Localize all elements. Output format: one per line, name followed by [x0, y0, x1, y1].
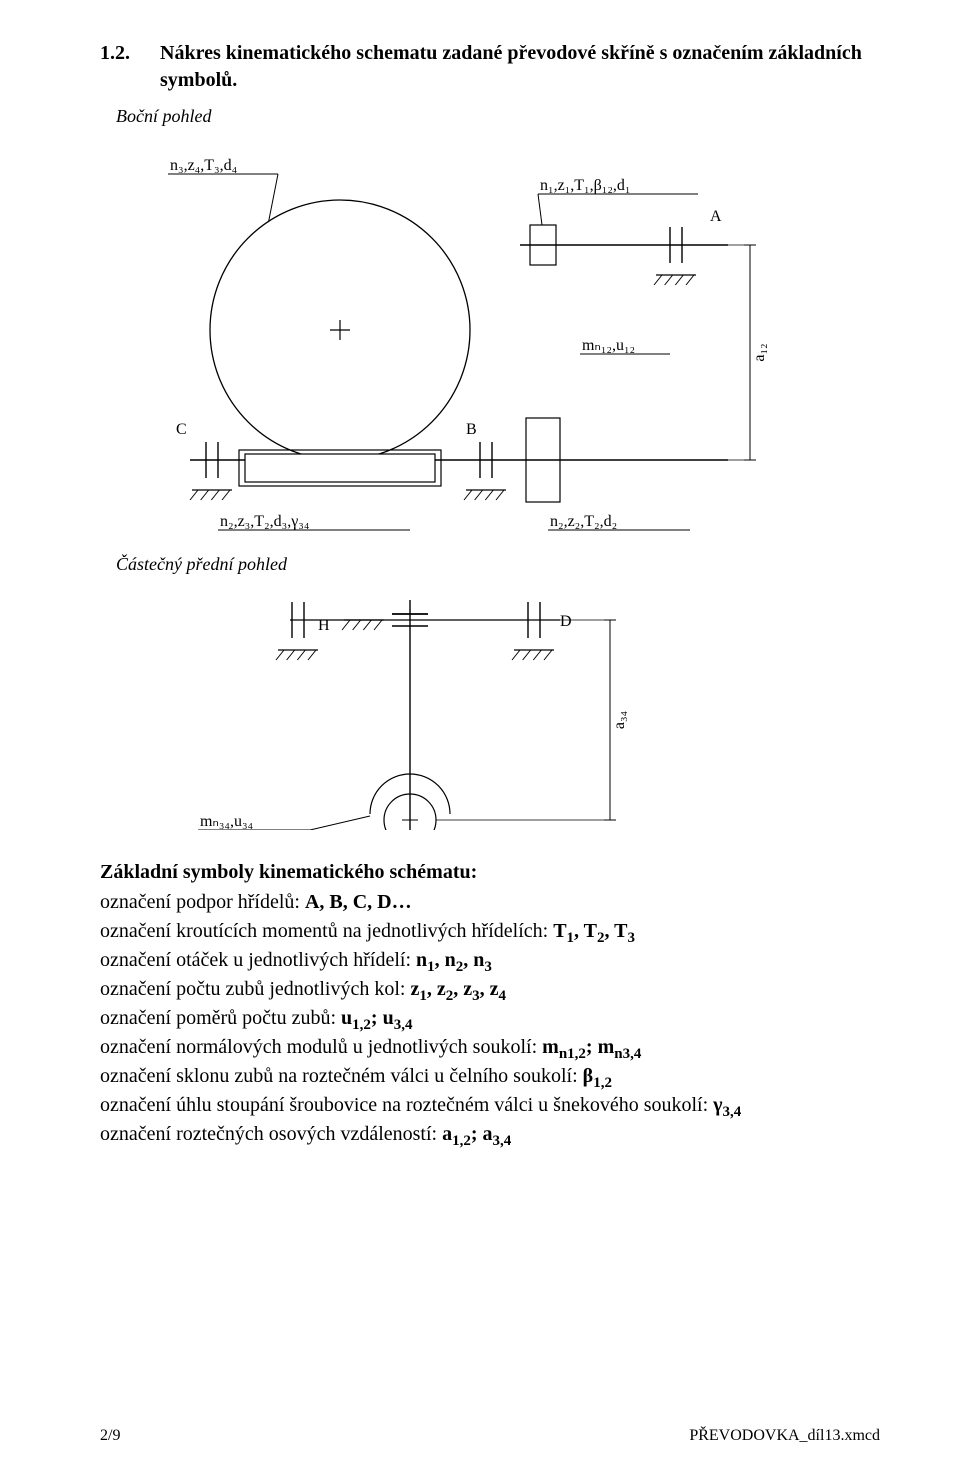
svg-text:a₃₄: a₃₄ [611, 710, 628, 729]
svg-text:n₂,z₃,T₂,d₃,γ₃₄: n₂,z₃,T₂,d₃,γ₃₄ [220, 513, 310, 530]
footer-page: 2/9 [100, 1427, 120, 1445]
symbols-line: označení poměrů počtu zubů: u1,2; u3,4 [100, 1004, 880, 1033]
symbols-line: označení roztečných osových vzdáleností:… [100, 1120, 880, 1149]
symbols-line: označení počtu zubů jednotlivých kol: z1… [100, 975, 880, 1004]
svg-text:mₙ₃₄,u₃₄: mₙ₃₄,u₃₄ [200, 813, 254, 830]
symbols-line: označení podpor hřídelů: A, B, C, D… [100, 888, 880, 917]
symbols-line: označení kroutících momentů na jednotliv… [100, 917, 880, 946]
heading-text: Nákres kinematického schematu zadané pře… [160, 40, 880, 94]
svg-text:mₙ₁₂,u₁₂: mₙ₁₂,u₁₂ [582, 337, 635, 354]
svg-text:Boční pohled: Boční pohled [116, 106, 212, 126]
svg-text:n₁,z₁,T₁,β₁₂,d₁: n₁,z₁,T₁,β₁₂,d₁ [540, 177, 630, 194]
heading-number: 1.2. [100, 40, 160, 67]
symbols-line: označení normálových modulů u jednotlivý… [100, 1033, 880, 1062]
svg-text:A: A [710, 208, 722, 225]
svg-text:D: D [560, 613, 572, 630]
kinematic-diagram: Boční pohled n₃,z₄,T₃,d₄ An₁,z₁,T₁,β₁₂,d₁ B… [110, 100, 880, 835]
section-heading: 1.2. Nákres kinematického schematu zadan… [100, 40, 880, 94]
svg-text:Částečný přední pohled: Částečný přední pohled [116, 553, 288, 574]
svg-text:C: C [176, 421, 187, 438]
svg-text:n₂,z₂,T₂,d₂: n₂,z₂,T₂,d₂ [550, 513, 617, 530]
svg-text:n₃,z₄,T₃,d₄: n₃,z₄,T₃,d₄ [170, 157, 238, 174]
symbols-line: označení otáček u jednotlivých hřídelí: … [100, 946, 880, 975]
symbols-list: označení podpor hřídelů: A, B, C, D…ozna… [100, 888, 880, 1149]
svg-text:a₁₂: a₁₂ [751, 343, 768, 361]
page-footer: 2/9 PŘEVODOVKA_díl13.xmcd [100, 1427, 880, 1445]
symbols-title: Základní symboly kinematického schématu: [100, 861, 880, 884]
footer-file: PŘEVODOVKA_díl13.xmcd [689, 1427, 880, 1445]
symbols-line: označení sklonu zubů na roztečném válci … [100, 1062, 880, 1091]
symbols-line: označení úhlu stoupání šroubovice na roz… [100, 1091, 880, 1120]
svg-text:B: B [466, 421, 477, 438]
